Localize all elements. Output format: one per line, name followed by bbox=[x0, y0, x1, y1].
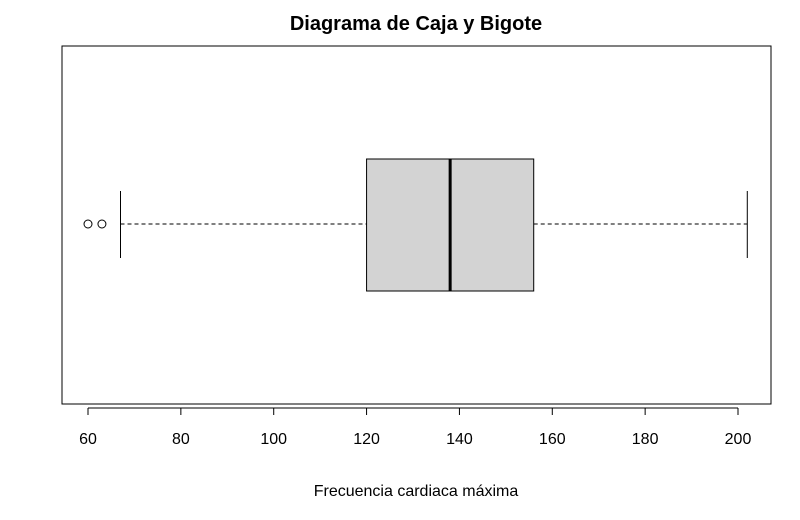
x-tick-label: 60 bbox=[79, 431, 97, 448]
x-tick-label: 180 bbox=[632, 431, 659, 448]
x-tick-label: 160 bbox=[539, 431, 566, 448]
x-axis-label: Frecuencia cardiaca máxima bbox=[314, 483, 519, 500]
chart-title: Diagrama de Caja y Bigote bbox=[290, 13, 542, 35]
x-tick-label: 200 bbox=[725, 431, 752, 448]
x-axis: 60 80 100 120 140 160 180 200 bbox=[79, 407, 752, 448]
x-tick-label: 140 bbox=[446, 431, 473, 448]
plot-frame bbox=[61, 45, 772, 405]
box-group bbox=[83, 158, 748, 292]
outlier-point bbox=[83, 219, 93, 229]
x-tick-label: 80 bbox=[172, 431, 190, 448]
outlier-point bbox=[97, 219, 107, 229]
x-tick-label: 120 bbox=[353, 431, 380, 448]
x-tick-label: 100 bbox=[260, 431, 287, 448]
